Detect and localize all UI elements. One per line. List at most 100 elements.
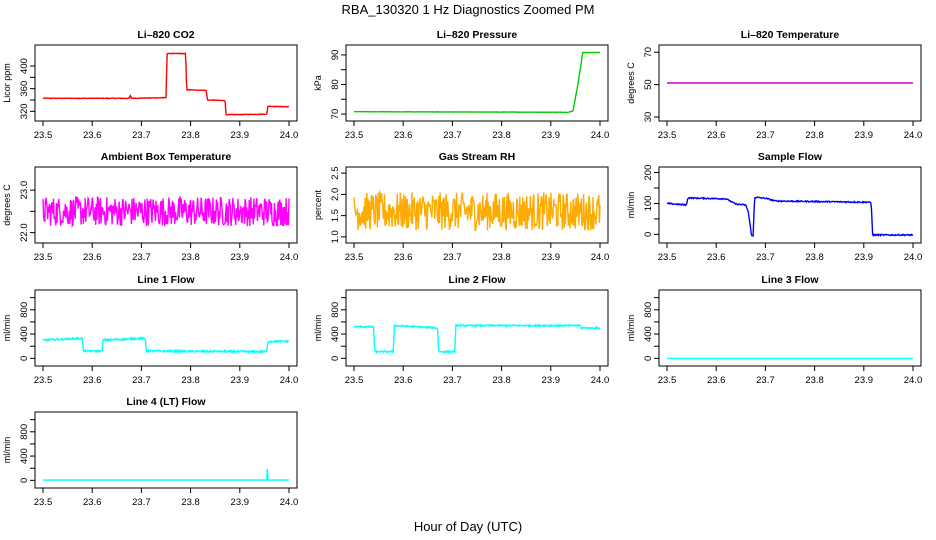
line1-xtick-label: 24.0: [280, 375, 299, 386]
sample-xtick-label: 23.9: [855, 252, 874, 263]
rh-xtick-label: 23.5: [345, 252, 364, 263]
ambient-xtick-label: 23.8: [181, 252, 200, 263]
pressure-frame: [345, 44, 609, 122]
sample-series-line: [666, 196, 914, 238]
x-axis-label: Hour of Day (UTC): [414, 519, 522, 534]
co2-ytick-label: 360: [19, 81, 30, 97]
sample-ytick-label: 200: [643, 165, 654, 181]
rh-xtick-label: 23.9: [542, 252, 561, 263]
line4-ytick-label: 800: [19, 424, 30, 440]
line2-xtick-label: 23.5: [345, 375, 364, 386]
pressure-ytick-label: 70: [330, 109, 341, 120]
line2-xtick-label: 24.0: [591, 375, 610, 386]
line2-ytick-label: 800: [330, 302, 341, 318]
rh-ytick-label: 1.5: [330, 209, 341, 222]
ambient-xtick-label: 23.6: [83, 252, 102, 263]
line1-title: Line 1 Flow: [137, 274, 195, 286]
pressure-ylabel: kPa: [313, 75, 323, 91]
rh-title: Gas Stream RH: [439, 151, 515, 163]
line2-xtick-label: 23.7: [443, 375, 462, 386]
li820temp-xtick-label: 23.6: [707, 130, 726, 141]
rh-xtick-label: 23.8: [492, 252, 511, 263]
li820temp-xtick-label: 23.5: [658, 130, 677, 141]
ambient-title: Ambient Box Temperature: [101, 151, 232, 163]
line4-ytick-label: 400: [19, 448, 30, 464]
ambient-ylabel: degrees C: [2, 184, 12, 226]
li820temp-ytick-label: 50: [643, 79, 654, 90]
li820temp-ytick-label: 70: [643, 47, 654, 58]
panel-pressure: Li–820 Pressure 23.5 23.6 23.7 23.8 23.9 24.0 7…: [313, 29, 609, 141]
sample-ytick-label: 0: [643, 232, 654, 237]
rh-xtick-label: 23.7: [443, 252, 462, 263]
co2-ylabel: Licor ppm: [2, 63, 12, 103]
panel-line1: Line 1 Flow 23.5 23.6 23.7 23.8 23.9 24.0 0 400 8…: [2, 274, 298, 386]
line1-xtick-label: 23.9: [231, 375, 250, 386]
line1-ytick-label: 800: [19, 302, 30, 318]
panel-line2: Line 2 Flow 23.5 23.6 23.7 23.8 23.9 24.0 0 400 8…: [313, 274, 609, 386]
ambient-ytick-label: 23.0: [19, 181, 30, 200]
co2-xtick-label: 23.8: [181, 130, 200, 141]
sample-ylabel: ml/min: [626, 192, 636, 219]
rh-frame: [345, 166, 609, 244]
line1-ylabel: ml/min: [2, 315, 12, 342]
line2-ytick-label: 400: [330, 326, 341, 342]
panel-ambient: Ambient Box Temperature 23.5 23.6 23.7 23.8 2…: [2, 151, 298, 263]
line1-series-line: [42, 335, 290, 355]
rh-ytick-label: 2.5: [330, 167, 341, 180]
sample-xtick-label: 23.7: [756, 252, 775, 263]
co2-xtick-label: 23.7: [132, 130, 151, 141]
ambient-ytick-label: 22.0: [19, 223, 30, 242]
line1-ytick-label: 0: [19, 356, 30, 361]
line4-xtick-label: 23.8: [181, 497, 200, 508]
line2-series-line: [353, 323, 601, 355]
line1-frame: [34, 289, 298, 367]
co2-series-line: [42, 52, 290, 116]
sample-title: Sample Flow: [758, 151, 823, 163]
li820temp-xtick-label: 23.9: [855, 130, 874, 141]
line2-title: Line 2 Flow: [448, 274, 506, 286]
line1-xtick-label: 23.7: [132, 375, 151, 386]
line1-xtick-label: 23.8: [181, 375, 200, 386]
ambient-xtick-label: 23.5: [34, 252, 53, 263]
sample-xtick-label: 23.8: [805, 252, 824, 263]
line4-xtick-label: 23.6: [83, 497, 102, 508]
panels: Li–820 CO2 23.5 23.6 23.7 23.8 23.9 24.0 320 360…: [2, 29, 922, 508]
line2-xtick-label: 23.6: [394, 375, 413, 386]
pressure-xtick-label: 23.7: [443, 130, 462, 141]
co2-title: Li–820 CO2: [137, 29, 194, 41]
ambient-frame: [34, 166, 298, 244]
pressure-series-line: [353, 51, 601, 114]
line3-ytick-label: 0: [643, 356, 654, 361]
line3-ylabel: ml/min: [626, 315, 636, 342]
line3-title: Line 3 Flow: [761, 274, 819, 286]
line2-ylabel: ml/min: [313, 315, 323, 342]
sample-xtick-label: 23.6: [707, 252, 726, 263]
pressure-ytick-label: 80: [330, 79, 341, 90]
line1-xtick-label: 23.6: [83, 375, 102, 386]
line4-frame: [34, 411, 298, 489]
li820temp-xtick-label: 23.8: [805, 130, 824, 141]
panel-line4: Line 4 (LT) Flow 23.5 23.6 23.7 23.8 23.9 24.0…: [2, 396, 298, 508]
co2-frame: [34, 44, 298, 122]
line4-xtick-label: 23.9: [231, 497, 250, 508]
pressure-xtick-label: 23.5: [345, 130, 364, 141]
line3-xtick-label: 23.9: [855, 375, 874, 386]
li820temp-frame: [658, 44, 922, 122]
line3-ytick-label: 400: [643, 326, 654, 342]
line2-xtick-label: 23.9: [542, 375, 561, 386]
panel-line3: Line 3 Flow 23.5 23.6 23.7 23.8 23.9 24.0 0 400 8…: [626, 274, 922, 386]
rh-ytick-label: 1.0: [330, 230, 341, 243]
sample-xtick-label: 24.0: [904, 252, 923, 263]
line4-series-line: [43, 468, 289, 481]
co2-xtick-label: 23.9: [231, 130, 250, 141]
line1-xtick-label: 23.5: [34, 375, 53, 386]
line2-frame: [345, 289, 609, 367]
ambient-xtick-label: 23.7: [132, 252, 151, 263]
line4-xtick-label: 23.5: [34, 497, 53, 508]
line3-xtick-label: 23.5: [658, 375, 677, 386]
li820temp-xtick-label: 24.0: [904, 130, 923, 141]
line3-xtick-label: 24.0: [904, 375, 923, 386]
panel-li820temp: Li–820 Temperature 23.5 23.6 23.7 23.8 23.9 24…: [626, 29, 922, 141]
co2-xtick-label: 24.0: [280, 130, 299, 141]
